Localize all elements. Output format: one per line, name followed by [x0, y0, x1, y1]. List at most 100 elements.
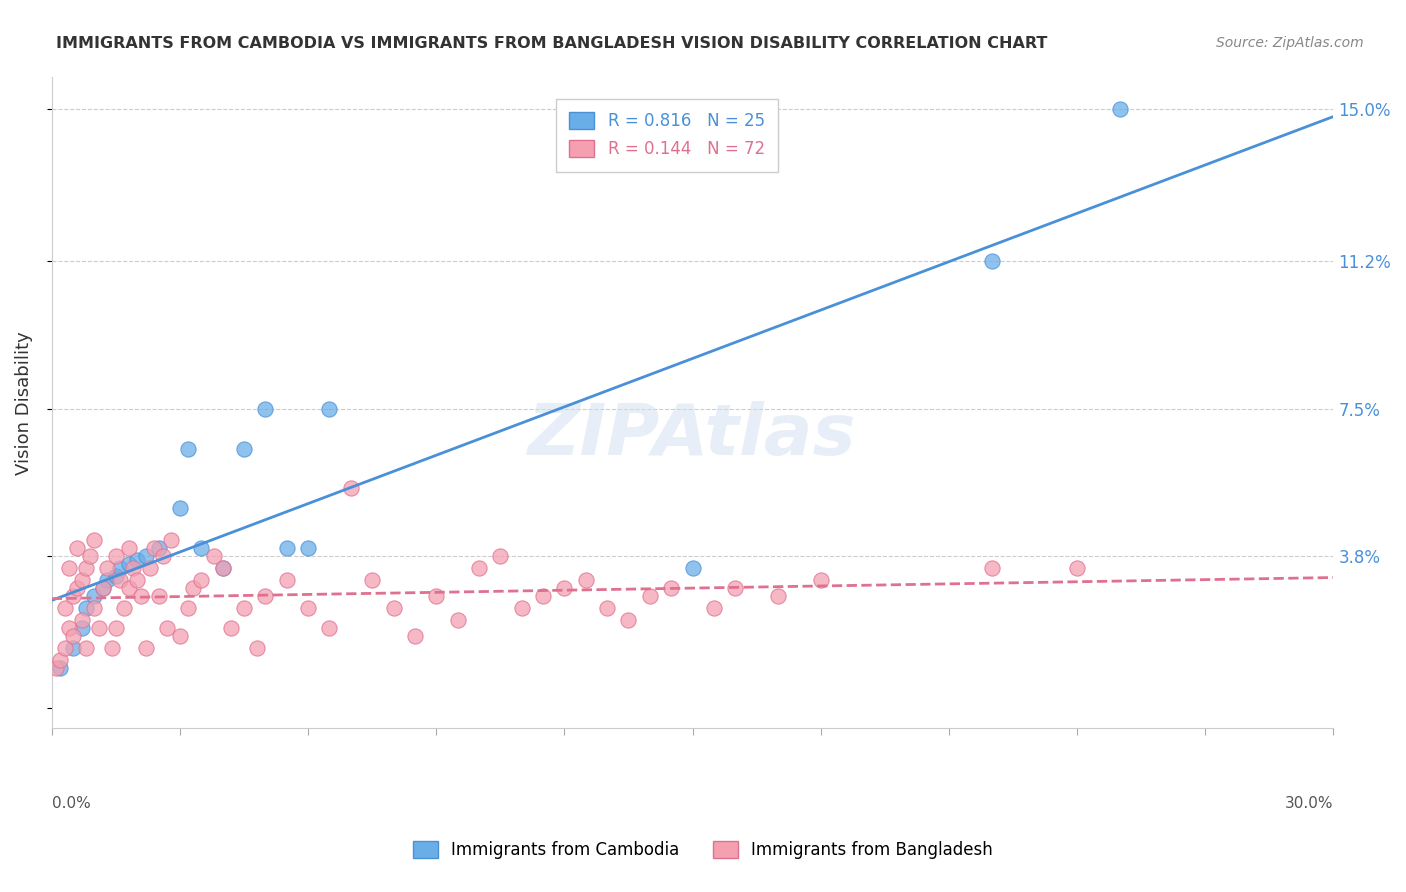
Point: [131, 589, 153, 603]
Point: [70, 574, 93, 588]
Point: [211, 561, 233, 575]
Point: [156, 621, 179, 635]
Point: [233, 601, 256, 615]
Legend: Immigrants from Cambodia, Immigrants from Bangladesh: Immigrants from Cambodia, Immigrants fro…: [406, 834, 1000, 866]
Point: [468, 561, 491, 575]
Point: [87, 621, 110, 635]
Point: [425, 589, 447, 603]
Point: [62, 629, 84, 643]
Point: [75, 561, 97, 575]
Point: [152, 549, 174, 564]
Point: [127, 574, 149, 588]
Point: [83, 601, 105, 615]
Text: IMMIGRANTS FROM CAMBODIA VS IMMIGRANTS FROM BANGLADESH VISION DISABILITY CORRELA: IMMIGRANTS FROM CAMBODIA VS IMMIGRANTS F…: [56, 36, 1047, 51]
Text: 0.0%: 0.0%: [52, 796, 90, 811]
Point: [246, 641, 269, 656]
Point: [531, 589, 554, 603]
Point: [361, 574, 384, 588]
Point: [1066, 561, 1088, 575]
Point: [91, 581, 114, 595]
Point: [143, 541, 166, 556]
Point: [53, 641, 76, 656]
Point: [177, 601, 200, 615]
Point: [70, 613, 93, 627]
Point: [219, 621, 242, 635]
Point: [135, 549, 157, 564]
Point: [104, 549, 127, 564]
Point: [58, 561, 80, 575]
Point: [70, 621, 93, 635]
Point: [112, 601, 135, 615]
Point: [297, 601, 319, 615]
Point: [553, 581, 575, 595]
Point: [108, 574, 131, 588]
Point: [122, 561, 145, 575]
Point: [724, 581, 747, 595]
Y-axis label: Vision Disability: Vision Disability: [15, 331, 32, 475]
Point: [810, 574, 832, 588]
Point: [404, 629, 426, 643]
Point: [318, 401, 340, 416]
Point: [83, 589, 105, 603]
Point: [980, 561, 1002, 575]
Point: [276, 574, 298, 588]
Point: [49, 661, 72, 675]
Point: [382, 601, 405, 615]
Point: [211, 561, 233, 575]
Point: [117, 581, 139, 595]
Point: [233, 442, 256, 456]
Legend: R = 0.816   N = 25, R = 0.144   N = 72: R = 0.816 N = 25, R = 0.144 N = 72: [555, 99, 778, 172]
Point: [340, 482, 363, 496]
Point: [254, 589, 277, 603]
Point: [100, 641, 122, 656]
Point: [117, 558, 139, 572]
Point: [510, 601, 533, 615]
Point: [62, 641, 84, 656]
Point: [638, 589, 661, 603]
Point: [148, 541, 170, 556]
Point: [169, 629, 191, 643]
Point: [190, 574, 212, 588]
Point: [980, 254, 1002, 268]
Point: [58, 621, 80, 635]
Point: [83, 533, 105, 548]
Point: [75, 641, 97, 656]
Point: [45, 661, 67, 675]
Point: [66, 541, 89, 556]
Point: [190, 541, 212, 556]
Point: [181, 581, 204, 595]
Point: [108, 561, 131, 575]
Point: [135, 641, 157, 656]
Point: [148, 589, 170, 603]
Point: [53, 601, 76, 615]
Point: [575, 574, 598, 588]
Point: [104, 569, 127, 583]
Text: Source: ZipAtlas.com: Source: ZipAtlas.com: [1216, 36, 1364, 50]
Point: [276, 541, 298, 556]
Point: [104, 621, 127, 635]
Point: [682, 561, 704, 575]
Point: [91, 581, 114, 595]
Point: [297, 541, 319, 556]
Point: [202, 549, 225, 564]
Point: [79, 549, 101, 564]
Point: [117, 541, 139, 556]
Point: [617, 613, 640, 627]
Point: [169, 501, 191, 516]
Point: [66, 581, 89, 595]
Text: ZIPAtlas: ZIPAtlas: [529, 401, 856, 470]
Point: [703, 601, 725, 615]
Point: [49, 653, 72, 667]
Point: [75, 601, 97, 615]
Text: 30.0%: 30.0%: [1285, 796, 1333, 811]
Point: [139, 561, 162, 575]
Point: [446, 613, 468, 627]
Point: [489, 549, 512, 564]
Point: [659, 581, 682, 595]
Point: [96, 574, 118, 588]
Point: [766, 589, 789, 603]
Point: [96, 561, 118, 575]
Point: [1108, 103, 1130, 117]
Point: [177, 442, 200, 456]
Point: [254, 401, 277, 416]
